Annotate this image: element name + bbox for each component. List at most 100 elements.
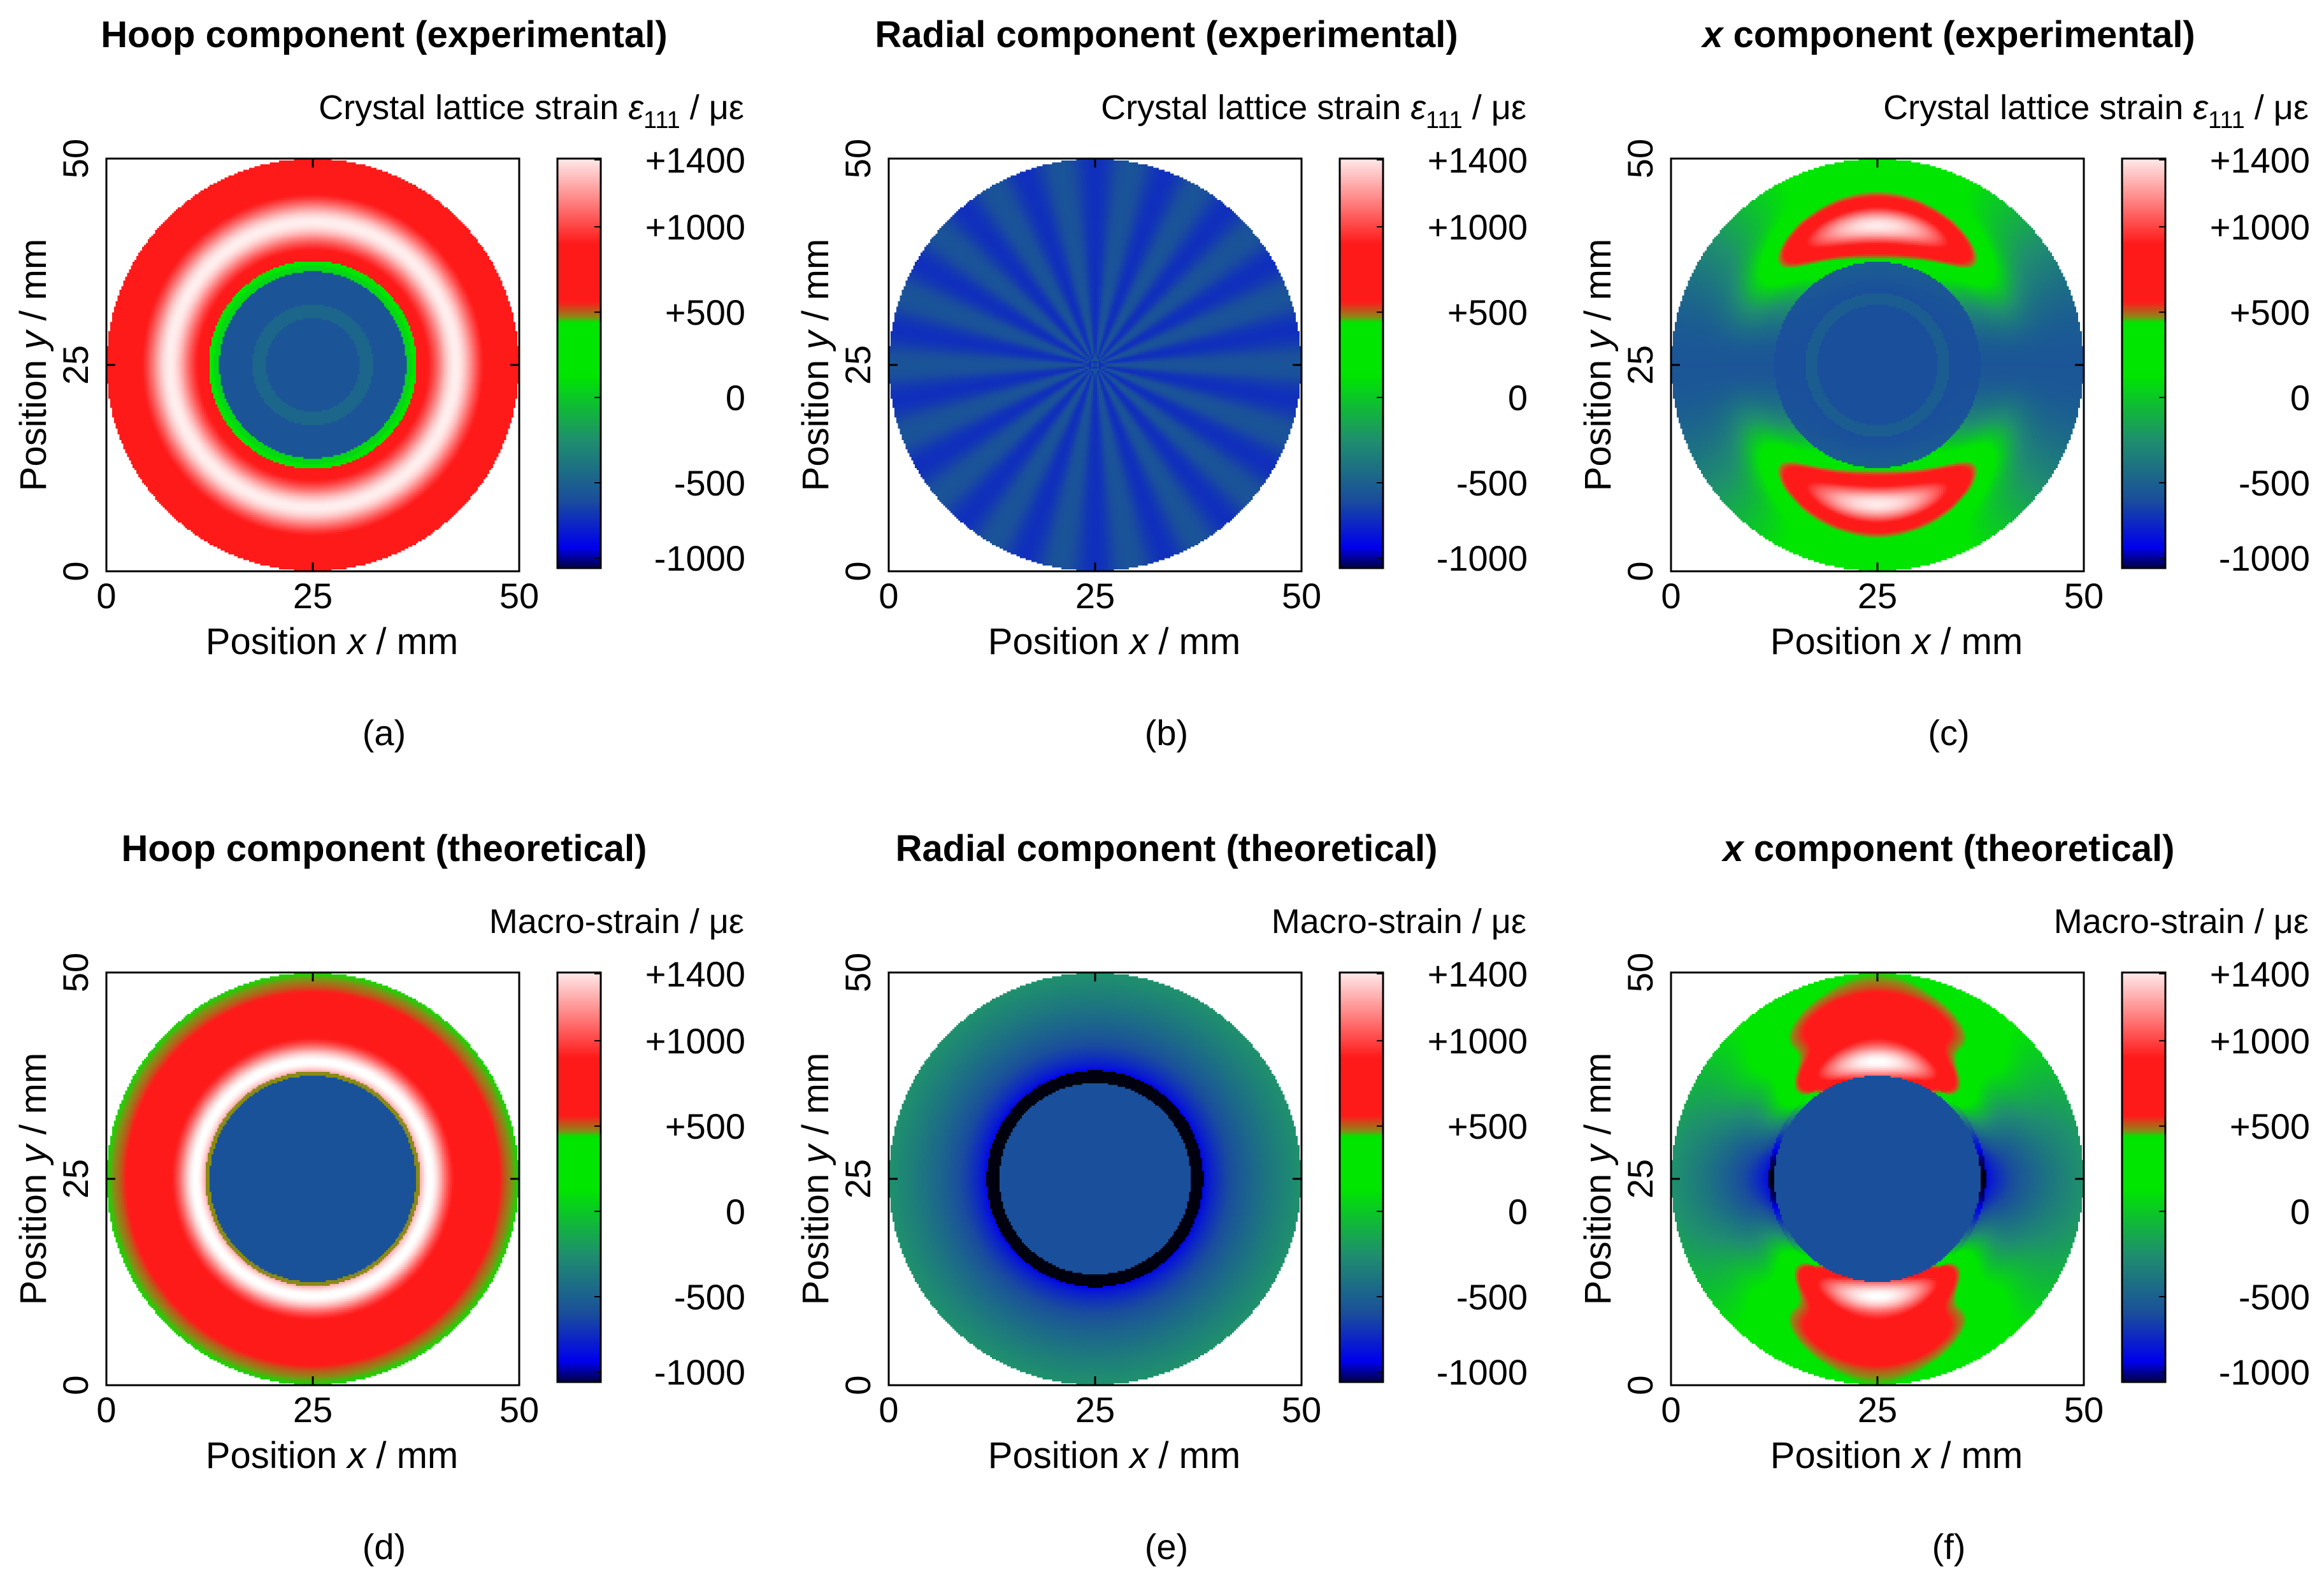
colorbar-tick-label: -1000 — [654, 538, 745, 578]
x-axis-label-var: x — [345, 1435, 367, 1476]
y-tick-label: 0 — [1620, 561, 1660, 581]
colorbar-label-text: Macro-strain — [2054, 902, 2245, 941]
y-axis-label-var: y — [795, 329, 836, 352]
x-tick-label: 50 — [499, 1390, 539, 1430]
y-axis-label: Position y / mm — [1577, 1053, 1619, 1305]
colorbar-tick-label: -1000 — [654, 1352, 745, 1392]
colorbar-label-text: Crystal lattice strain — [319, 89, 628, 127]
colorbar-tick-label: +1400 — [1428, 140, 1528, 180]
y-axis-label-post: / mm — [13, 239, 54, 331]
heatmap-image — [1671, 159, 2084, 571]
colorbar-tick-label: 0 — [2290, 378, 2310, 418]
title-italic-var: x — [1721, 828, 1746, 869]
title-text: Radial component (experimental) — [875, 14, 1458, 55]
title-text: Hoop component (theoretical) — [122, 828, 647, 869]
colorbar-label-unit: / με — [1463, 89, 1526, 127]
x-axis-label: Position x / mm — [206, 1435, 458, 1476]
colorbar-tick-label: 0 — [726, 1192, 745, 1232]
x-axis-label: Position x / mm — [1770, 621, 2023, 662]
y-axis-label-var: y — [13, 1143, 54, 1166]
colorbar-tick-label: -500 — [2239, 463, 2310, 503]
x-axis-label-post: / mm — [366, 621, 458, 662]
y-axis-label-pre: Position — [1577, 1164, 1619, 1305]
title-text: Hoop component (experimental) — [101, 14, 667, 55]
y-tick-label: 50 — [55, 139, 96, 178]
x-axis-label-post: / mm — [1148, 1435, 1240, 1476]
x-tick-label: 50 — [1282, 1390, 1321, 1430]
colorbar-label: Macro-strain / με — [1272, 902, 1526, 941]
x-axis-label: Position x / mm — [988, 1435, 1240, 1476]
colorbar-label-symbol: ε — [628, 89, 644, 127]
panel-letter: (c) — [1928, 713, 1969, 753]
colorbar-tick-label: -500 — [1456, 463, 1528, 503]
colorbar-tick-label: +1000 — [2210, 207, 2310, 247]
x-axis-label-var: x — [1128, 621, 1149, 662]
y-axis-label: Position y / mm — [795, 239, 836, 491]
colorbar-tick-label: -1000 — [1437, 1352, 1528, 1392]
panel-letter: (e) — [1145, 1527, 1188, 1567]
x-tick-label: 25 — [1858, 1390, 1897, 1430]
title-text: Radial component (theoretical) — [896, 828, 1438, 869]
colorbar-label: Crystal lattice strain ε111 / με — [1883, 89, 2309, 134]
heatmap-image — [1671, 973, 2084, 1385]
colorbar-frame — [1338, 971, 1384, 1383]
y-axis-label-pre: Position — [795, 350, 836, 491]
x-axis-label-pre: Position — [206, 621, 347, 662]
colorbar-label-subscript: 111 — [1426, 107, 1463, 134]
colorbar-tick-label: +1400 — [2210, 954, 2310, 994]
panel-title: Hoop component (theoretical) — [122, 828, 647, 869]
y-tick-label: 25 — [1620, 1159, 1660, 1199]
x-tick-label: 25 — [293, 576, 333, 616]
x-tick-label: 0 — [1661, 1390, 1681, 1430]
colorbar-tick-label: +1400 — [2210, 140, 2310, 180]
panel-title: Radial component (experimental) — [875, 14, 1458, 55]
colorbar-tick-label: +1400 — [1428, 954, 1528, 994]
x-axis-label: Position x / mm — [1770, 1435, 2023, 1476]
colorbar-tick-label: -500 — [1456, 1277, 1528, 1317]
y-axis-label: Position y / mm — [13, 239, 54, 491]
y-tick-label: 50 — [1620, 139, 1660, 178]
panel-hoop_th: Hoop component (theoretical) Macro-strain… — [13, 828, 745, 1567]
y-tick-label: 0 — [55, 561, 96, 581]
panel-letter: (b) — [1145, 713, 1188, 753]
panel-hoop_exp: Hoop component (experimental) Crystal lat… — [13, 14, 745, 753]
y-tick-label: 0 — [838, 561, 878, 581]
colorbar-label-text: Crystal lattice strain — [1883, 89, 2193, 127]
x-tick-label: 50 — [2064, 576, 2104, 616]
y-axis-label: Position y / mm — [13, 1053, 54, 1305]
y-axis-label-post: / mm — [13, 1053, 54, 1145]
colorbar-label-unit: / με — [1463, 902, 1526, 941]
colorbar-label: Macro-strain / με — [2054, 902, 2309, 941]
colorbar-label-text: Macro-strain — [489, 902, 680, 941]
y-axis-label-var: y — [1577, 1143, 1619, 1166]
colorbar-gradient — [1340, 973, 1383, 1382]
heatmap-image — [106, 159, 519, 571]
y-tick-label: 25 — [55, 1159, 96, 1199]
y-tick-label: 50 — [838, 953, 878, 992]
colorbar-gradient — [557, 973, 601, 1382]
colorbar-label: Crystal lattice strain ε111 / με — [319, 89, 744, 134]
colorbar-tick-label: +1000 — [1428, 1021, 1528, 1061]
x-axis-label: Position x / mm — [988, 621, 1240, 662]
y-tick-label: 50 — [838, 139, 878, 178]
x-axis-label-pre: Position — [1770, 1435, 1912, 1476]
colorbar-frame — [1338, 157, 1384, 569]
x-axis-label-pre: Position — [988, 1435, 1130, 1476]
panel-x_th: x component (theoretical) Macro-strain / … — [1577, 828, 2310, 1567]
y-tick-label: 50 — [1620, 953, 1660, 992]
colorbar-label-unit: / με — [680, 902, 744, 941]
panel-title: x component (theoretical) — [1721, 828, 2175, 869]
heatmap-image — [106, 973, 519, 1385]
panel-title: x component (experimental) — [1700, 14, 2195, 55]
colorbar-tick-label: -1000 — [2219, 538, 2310, 578]
colorbar-label-symbol: ε — [2193, 89, 2209, 127]
colorbar-frame — [556, 971, 602, 1383]
panel-x_exp: x component (experimental) Crystal lattic… — [1577, 14, 2310, 753]
y-axis-label-post: / mm — [1577, 239, 1619, 331]
heatmap-image — [889, 973, 1302, 1385]
colorbar-tick-label: -500 — [674, 463, 745, 503]
colorbar-frame — [556, 157, 602, 569]
heatmap-image — [889, 159, 1302, 571]
y-tick-label: 0 — [838, 1375, 878, 1395]
y-axis-label-pre: Position — [1577, 350, 1619, 491]
